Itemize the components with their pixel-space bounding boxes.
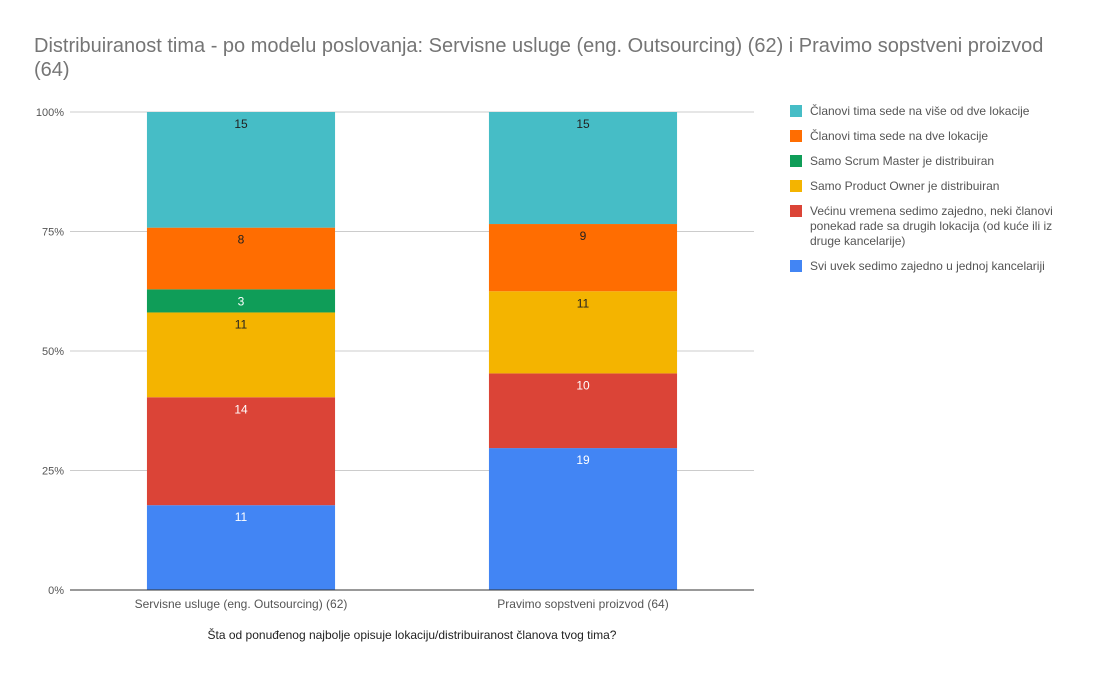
- bar-segment: [488, 224, 678, 292]
- y-tick-label: 100%: [36, 107, 64, 119]
- bar-data-label: 15: [576, 117, 590, 131]
- legend-item: Svi uvek sedimo zajedno u jednoj kancela…: [790, 259, 1060, 274]
- bar-segment: [146, 289, 336, 313]
- y-tick-label: 0%: [48, 585, 64, 597]
- bar-segment: [488, 291, 678, 374]
- bar-segment: [146, 227, 336, 290]
- y-axis-tick-labels: 0% 25% 50% 75% 100%: [36, 107, 64, 597]
- bars: [146, 112, 678, 590]
- bar-data-label: 8: [238, 233, 245, 247]
- bar-data-label: 19: [576, 453, 590, 467]
- bar-data-label: 10: [576, 378, 590, 392]
- legend-label: Članovi tima sede na dve lokacije: [810, 129, 989, 143]
- legend-swatch: [790, 105, 802, 117]
- x-tick-label: Servisne usluge (eng. Outsourcing) (62): [135, 597, 348, 611]
- legend-label: Svi uvek sedimo zajedno u jednoj kancela…: [810, 259, 1045, 273]
- x-axis-tick-labels: Servisne usluge (eng. Outsourcing) (62) P…: [135, 597, 669, 611]
- y-tick-label: 50%: [42, 346, 64, 358]
- legend-swatch: [790, 180, 802, 192]
- bar-segment: [146, 505, 336, 590]
- legend-item: Članovi tima sede na više od dve lokacij…: [790, 104, 1060, 119]
- bar-data-label: 11: [235, 317, 248, 331]
- bar-data-label: 11: [235, 510, 248, 524]
- bar-segment: [146, 397, 336, 506]
- legend-item: Samo Scrum Master je distribuiran: [790, 154, 1060, 169]
- legend-label: Članovi tima sede na više od dve lokacij…: [810, 104, 1030, 118]
- legend-swatch: [790, 205, 802, 217]
- bar-segment: [488, 373, 678, 449]
- legend-swatch: [790, 260, 802, 272]
- bar-segment: [488, 448, 678, 590]
- bar-data-label: 3: [238, 294, 245, 308]
- chart-title: Distribuiranost tima - po modelu poslova…: [34, 35, 1044, 81]
- bar-data-labels: 11 14 11 3 8 15 19 10 11 9 15: [234, 117, 590, 524]
- x-axis-title: Šta od ponuđenog najbolje opisuje lokaci…: [207, 628, 617, 642]
- bar-data-label: 9: [580, 229, 587, 243]
- bar-data-label: 14: [234, 402, 248, 416]
- legend: Članovi tima sede na više od dve lokacij…: [790, 104, 1060, 284]
- x-tick-label: Pravimo sopstveni proizvod (64): [497, 597, 668, 611]
- legend-label: Većinu vremena sedimo zajedno, neki član…: [810, 204, 1053, 248]
- bar-segment: [146, 312, 336, 398]
- bar-segment: [488, 112, 678, 225]
- legend-item: Većinu vremena sedimo zajedno, neki član…: [790, 204, 1060, 249]
- legend-label: Samo Product Owner je distribuiran: [810, 179, 1000, 193]
- legend-item: Samo Product Owner je distribuiran: [790, 179, 1060, 194]
- y-tick-label: 75%: [42, 227, 64, 239]
- legend-item: Članovi tima sede na dve lokacije: [790, 129, 1060, 144]
- bar-data-label: 11: [577, 296, 590, 310]
- bar-data-label: 15: [234, 117, 248, 131]
- legend-swatch: [790, 130, 802, 142]
- y-tick-label: 25%: [42, 466, 64, 478]
- bar-segment: [146, 112, 336, 228]
- legend-swatch: [790, 155, 802, 167]
- legend-label: Samo Scrum Master je distribuiran: [810, 154, 995, 168]
